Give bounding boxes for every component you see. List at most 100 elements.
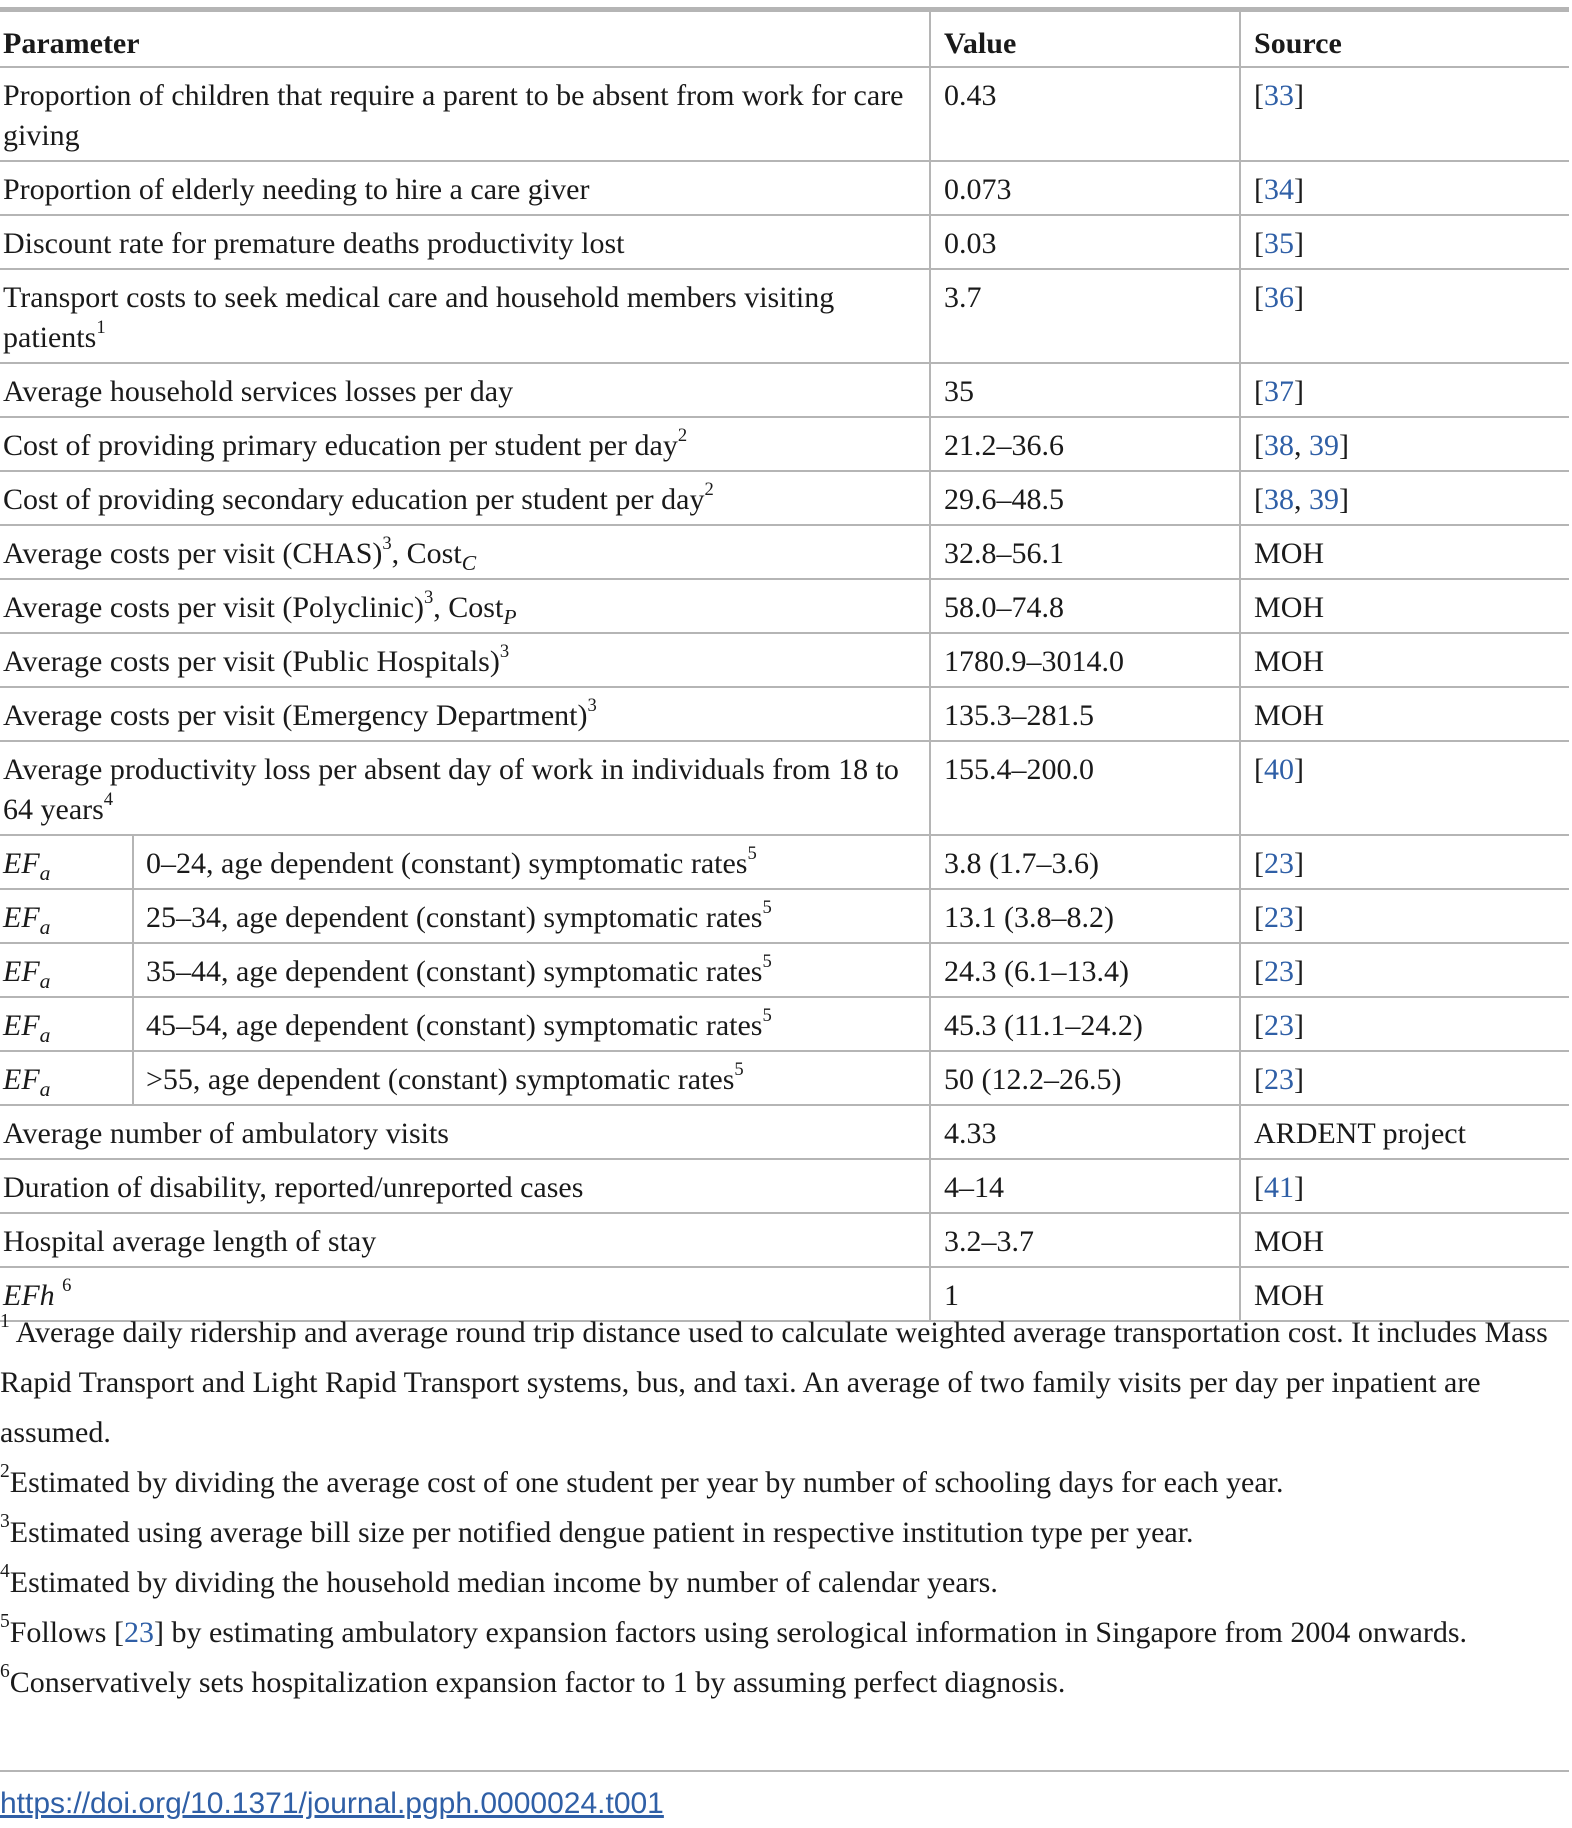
footnote-text: Average daily ridership and average roun… — [0, 1316, 1548, 1449]
ef-symbol: EF — [3, 1063, 40, 1096]
table-row: Average costs per visit (Emergency Depar… — [0, 687, 1570, 742]
source-cell: [23] — [1239, 997, 1570, 1052]
value-cell: 21.2–36.6 — [929, 417, 1241, 472]
reference-link[interactable]: 23 — [1264, 847, 1295, 880]
parameter-cell: Average costs per visit (Emergency Depar… — [0, 687, 931, 742]
value-cell: 58.0–74.8 — [929, 579, 1241, 634]
source-cell: [37] — [1239, 363, 1570, 418]
source-cell: [36] — [1239, 269, 1570, 364]
source-cell: MOH — [1239, 1213, 1570, 1268]
parameter-text: Average costs per visit (Emergency Depar… — [3, 699, 588, 732]
parameter-text: Cost of providing primary education per … — [3, 429, 678, 462]
reference-link[interactable]: 23 — [1264, 1063, 1295, 1096]
age-group-cell: >55, age dependent (constant) symptomati… — [131, 1051, 931, 1106]
reference-link[interactable]: 37 — [1264, 375, 1295, 408]
age-group-cell: 45–54, age dependent (constant) symptoma… — [131, 997, 931, 1052]
parameter-text: Average costs per visit (CHAS) — [3, 537, 383, 570]
footnote-marker: 3 — [587, 695, 597, 717]
value-cell: 32.8–56.1 — [929, 525, 1241, 580]
reference-link[interactable]: 40 — [1264, 753, 1295, 786]
doi-link[interactable]: https://doi.org/10.1371/journal.pgph.000… — [0, 1787, 664, 1820]
footnote: 3Estimated using average bill size per n… — [0, 1508, 1566, 1558]
table-row: Average costs per visit (Public Hospital… — [0, 633, 1570, 688]
table-row: Discount rate for premature deaths produ… — [0, 215, 1570, 270]
footnote-marker: 2 — [704, 479, 714, 501]
source-cell: MOH — [1239, 579, 1570, 634]
source-text: MOH — [1254, 645, 1325, 678]
reference-link[interactable]: 23 — [123, 1616, 154, 1649]
reference-link[interactable]: 34 — [1264, 173, 1295, 206]
age-group-cell: 25–34, age dependent (constant) symptoma… — [131, 889, 931, 944]
source-cell: MOH — [1239, 525, 1570, 580]
footnote-marker: 5 — [747, 843, 757, 865]
reference-link[interactable]: 38 — [1264, 429, 1295, 462]
footnote-mark: 6 — [0, 1661, 10, 1683]
value-cell: 1 — [929, 1267, 1241, 1322]
value-cell: 50 (12.2–26.5) — [929, 1051, 1241, 1106]
table-row: Average productivity loss per absent day… — [0, 741, 1570, 836]
parameter-text: Average costs per visit (Public Hospital… — [3, 645, 500, 678]
reference-link[interactable]: 41 — [1264, 1171, 1295, 1204]
parameter-cell: Cost of providing secondary education pe… — [0, 471, 931, 526]
ef-symbol-cell: EFa — [0, 1051, 133, 1106]
source-cell: [23] — [1239, 943, 1570, 998]
reference-link[interactable]: 35 — [1264, 227, 1295, 260]
table-row: Cost of providing primary education per … — [0, 417, 1570, 472]
table-row: EFh 6 1 MOH — [0, 1267, 1570, 1322]
age-group-text: >55, age dependent (constant) symptomati… — [146, 1063, 735, 1096]
footnote-mark: 2 — [0, 1461, 10, 1483]
footnote-text: Estimated using average bill size per no… — [9, 1516, 1194, 1549]
parameter-cell: EFh 6 — [0, 1267, 931, 1322]
value-cell: 3.7 — [929, 269, 1241, 364]
footnote-mark: 3 — [0, 1511, 10, 1533]
value-cell: 35 — [929, 363, 1241, 418]
reference-link[interactable]: 23 — [1264, 901, 1295, 934]
reference-link[interactable]: 36 — [1264, 281, 1295, 314]
table-row: Proportion of children that require a pa… — [0, 67, 1570, 162]
table-row: Average costs per visit (Polyclinic)3, C… — [0, 579, 1570, 634]
footnotes: 1 Average daily ridership and average ro… — [0, 1308, 1566, 1708]
parameter-text: Average costs per visit (Polyclinic) — [3, 591, 424, 624]
footnote-marker: 3 — [499, 641, 510, 663]
value-cell: 24.3 (6.1–13.4) — [929, 943, 1241, 998]
reference-link[interactable]: 39 — [1309, 483, 1340, 516]
parameter-text: Hospital average length of stay — [3, 1225, 377, 1258]
footnote-marker: 5 — [762, 1005, 772, 1027]
table-row-ef: EFa 0–24, age dependent (constant) sympto… — [0, 835, 1570, 890]
footnote: 1 Average daily ridership and average ro… — [0, 1308, 1566, 1458]
reference-link[interactable]: 23 — [1264, 1009, 1295, 1042]
footnote-marker: 2 — [677, 425, 688, 447]
ef-subscript: a — [39, 915, 51, 939]
footnote-mark: 5 — [0, 1611, 10, 1633]
ef-symbol: EF — [3, 1009, 40, 1042]
cost-subscript: C — [461, 551, 477, 575]
footnote: 2Estimated by dividing the average cost … — [0, 1458, 1566, 1508]
table-header-row: Parameter Value Source — [0, 7, 1570, 68]
table-row: Transport costs to seek medical care and… — [0, 269, 1570, 364]
parameter-text: EFh — [3, 1279, 55, 1312]
footnote-mark: 4 — [0, 1561, 10, 1583]
parameter-cell: Average costs per visit (CHAS)3, CostC — [0, 525, 931, 580]
age-group-cell: 0–24, age dependent (constant) symptomat… — [131, 835, 931, 890]
source-text: MOH — [1254, 1279, 1325, 1312]
parameter-cell: Cost of providing primary education per … — [0, 417, 931, 472]
parameter-text: Average household services losses per da… — [3, 375, 514, 408]
reference-link[interactable]: 39 — [1309, 429, 1340, 462]
reference-link[interactable]: 38 — [1264, 483, 1295, 516]
reference-link[interactable]: 33 — [1264, 79, 1295, 112]
cost-subscript: P — [503, 605, 517, 629]
source-text: ARDENT project — [1254, 1117, 1466, 1150]
parameter-cell: Duration of disability, reported/unrepor… — [0, 1159, 931, 1214]
source-cell: [38, 39] — [1239, 417, 1570, 472]
source-text: MOH — [1254, 699, 1325, 732]
value-cell: 0.03 — [929, 215, 1241, 270]
age-group-text: 45–54, age dependent (constant) symptoma… — [146, 1009, 763, 1042]
source-cell: [23] — [1239, 835, 1570, 890]
footnote-marker: 1 — [96, 317, 106, 339]
value-cell: 4–14 — [929, 1159, 1241, 1214]
source-cell: [23] — [1239, 1051, 1570, 1106]
ef-subscript: a — [39, 969, 51, 993]
reference-link[interactable]: 23 — [1264, 955, 1295, 988]
parameter-cell: Average costs per visit (Polyclinic)3, C… — [0, 579, 931, 634]
value-cell: 13.1 (3.8–8.2) — [929, 889, 1241, 944]
